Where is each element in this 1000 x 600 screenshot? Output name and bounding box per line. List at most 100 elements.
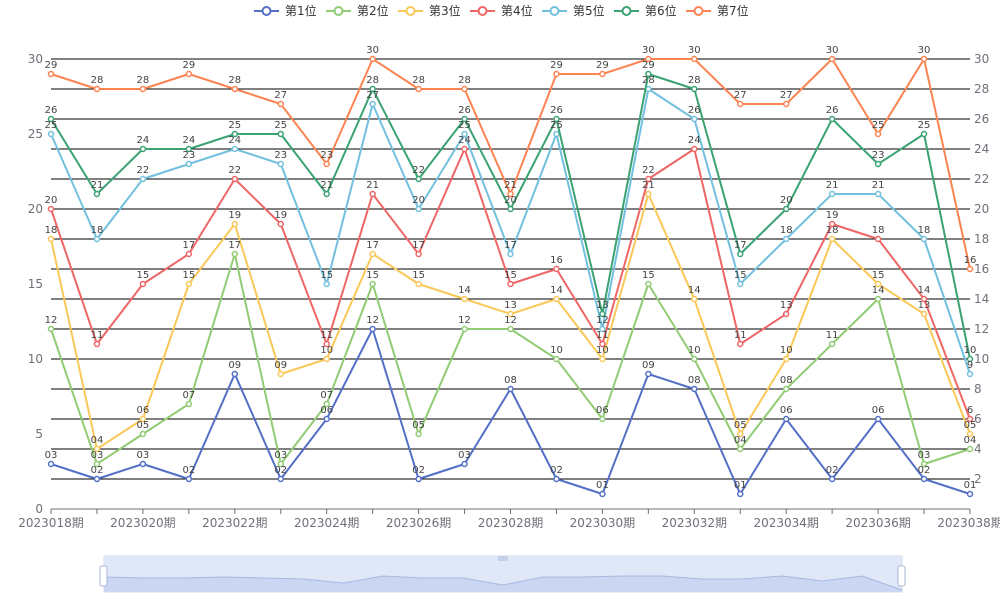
data-point[interactable] — [139, 430, 147, 438]
data-point[interactable] — [966, 355, 974, 363]
data-point[interactable] — [461, 130, 468, 138]
data-point[interactable] — [277, 160, 284, 168]
data-point[interactable] — [691, 145, 698, 153]
data-point[interactable] — [415, 85, 422, 93]
data-point[interactable] — [691, 115, 698, 123]
data-point[interactable] — [415, 430, 422, 438]
data-point[interactable] — [277, 130, 284, 138]
data-point[interactable] — [737, 100, 744, 108]
zoom-drag-grip[interactable] — [498, 556, 508, 561]
data-point[interactable] — [828, 115, 836, 123]
data-point[interactable] — [47, 460, 55, 468]
data-point[interactable] — [93, 340, 101, 348]
data-point[interactable] — [691, 385, 698, 393]
data-point[interactable] — [645, 370, 652, 378]
data-point[interactable] — [920, 130, 928, 138]
data-point[interactable] — [277, 220, 284, 228]
zoom-left-handle[interactable] — [99, 565, 108, 587]
data-point[interactable] — [231, 370, 239, 378]
data-point[interactable] — [645, 190, 652, 198]
data-point[interactable] — [782, 385, 790, 393]
data-point[interactable] — [553, 265, 560, 273]
data-point[interactable] — [93, 475, 101, 483]
data-point[interactable] — [185, 160, 193, 168]
data-point[interactable] — [828, 475, 836, 483]
data-point[interactable] — [93, 235, 101, 243]
data-point[interactable] — [966, 430, 974, 438]
data-point[interactable] — [231, 250, 239, 258]
data-point[interactable] — [507, 280, 514, 288]
data-point[interactable] — [461, 325, 468, 333]
data-point[interactable] — [599, 310, 606, 318]
data-point[interactable] — [369, 250, 376, 258]
data-point[interactable] — [277, 475, 284, 483]
data-point[interactable] — [185, 70, 193, 78]
data-point[interactable] — [461, 115, 468, 123]
data-point[interactable] — [93, 85, 101, 93]
data-point[interactable] — [737, 340, 744, 348]
data-point[interactable] — [966, 415, 974, 423]
data-point[interactable] — [737, 490, 744, 498]
data-point[interactable] — [828, 190, 836, 198]
data-point[interactable] — [185, 145, 193, 153]
data-point[interactable] — [47, 115, 55, 123]
data-point[interactable] — [277, 100, 284, 108]
data-point[interactable] — [782, 355, 790, 363]
legend-item[interactable]: 第7位 — [686, 3, 749, 18]
data-point[interactable] — [507, 205, 514, 213]
data-point[interactable] — [323, 280, 330, 288]
legend[interactable]: 第1位 第2位 第3位 第4位 第5位 第6位 第7位 — [254, 3, 749, 18]
data-point[interactable] — [737, 280, 744, 288]
data-point[interactable] — [185, 475, 193, 483]
data-point[interactable] — [231, 85, 239, 93]
data-point[interactable] — [737, 445, 744, 453]
data-point[interactable] — [185, 250, 193, 258]
data-point[interactable] — [507, 250, 514, 258]
data-point[interactable] — [47, 205, 55, 213]
data-point[interactable] — [369, 280, 376, 288]
data-point[interactable] — [461, 85, 468, 93]
data-point[interactable] — [369, 190, 376, 198]
legend-item[interactable]: 第2位 — [326, 3, 389, 18]
data-point[interactable] — [737, 250, 744, 258]
data-point[interactable] — [874, 280, 882, 288]
data-point[interactable] — [874, 295, 882, 303]
data-point[interactable] — [93, 190, 101, 198]
data-point[interactable] — [47, 325, 55, 333]
data-point[interactable] — [461, 460, 468, 468]
data-point[interactable] — [553, 295, 560, 303]
data-point[interactable] — [645, 175, 652, 183]
data-point[interactable] — [231, 220, 239, 228]
data-point[interactable] — [874, 130, 882, 138]
data-point[interactable] — [553, 355, 560, 363]
data-point[interactable] — [691, 85, 698, 93]
data-point[interactable] — [966, 490, 974, 498]
data-point[interactable] — [323, 160, 330, 168]
data-point[interactable] — [369, 85, 376, 93]
legend-item[interactable]: 第1位 — [254, 3, 317, 18]
data-point[interactable] — [231, 145, 239, 153]
data-point[interactable] — [599, 340, 606, 348]
data-point[interactable] — [369, 55, 376, 63]
data-point[interactable] — [507, 190, 514, 198]
data-point[interactable] — [782, 310, 790, 318]
data-point[interactable] — [920, 460, 928, 468]
data-point[interactable] — [599, 70, 606, 78]
data-point[interactable] — [47, 130, 55, 138]
data-point[interactable] — [782, 235, 790, 243]
data-point[interactable] — [691, 295, 698, 303]
data-point[interactable] — [966, 370, 974, 378]
data-point[interactable] — [185, 280, 193, 288]
data-point[interactable] — [139, 145, 147, 153]
data-point[interactable] — [277, 460, 284, 468]
data-point[interactable] — [415, 475, 422, 483]
data-point[interactable] — [828, 340, 836, 348]
zoom-right-handle[interactable] — [897, 565, 906, 587]
data-point[interactable] — [645, 55, 652, 63]
data-point[interactable] — [874, 190, 882, 198]
data-point[interactable] — [782, 415, 790, 423]
data-point[interactable] — [920, 475, 928, 483]
data-point[interactable] — [93, 445, 101, 453]
data-point[interactable] — [507, 310, 514, 318]
data-point[interactable] — [323, 340, 330, 348]
